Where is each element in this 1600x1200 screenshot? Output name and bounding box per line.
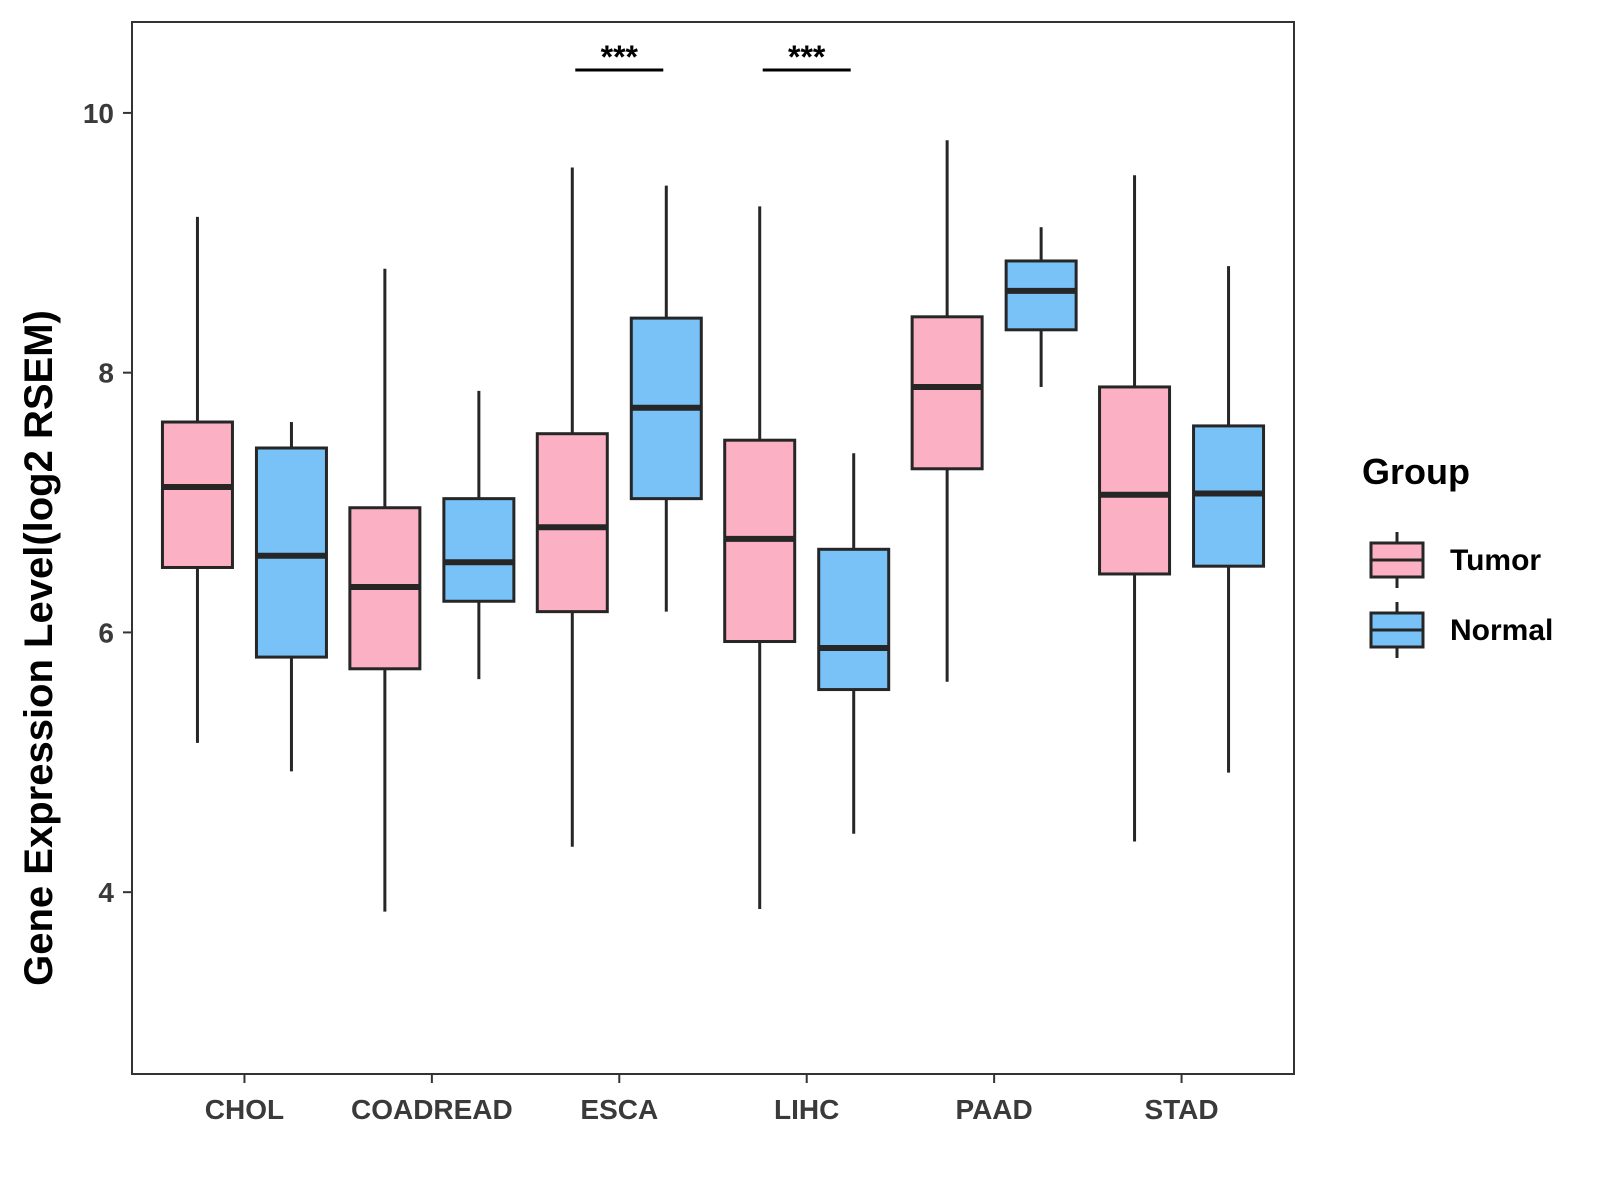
box-body xyxy=(254,446,328,659)
legend: Group Tumor Normal xyxy=(1362,451,1553,658)
box-body xyxy=(535,432,609,614)
legend-label-normal: Normal xyxy=(1450,614,1553,647)
y-tick-label: 8 xyxy=(98,358,114,389)
box-lihc-tumor xyxy=(723,206,797,910)
legend-key-normal xyxy=(1369,602,1425,658)
x-tick-label: LIHC xyxy=(774,1094,839,1125)
box-body xyxy=(442,497,516,603)
box-esca-normal xyxy=(629,185,703,612)
x-tick-label: STAD xyxy=(1144,1094,1218,1125)
significance-label-lihc: *** xyxy=(788,39,826,75)
box-body xyxy=(160,420,234,569)
box-stad-tumor xyxy=(1098,175,1172,842)
x-tick-label: ESCA xyxy=(580,1094,658,1125)
box-body xyxy=(817,547,891,692)
box-esca-tumor xyxy=(535,167,609,847)
box-body xyxy=(1004,259,1078,332)
x-tick-label: COADREAD xyxy=(351,1094,513,1125)
box-paad-normal xyxy=(1004,227,1078,387)
box-lihc-normal xyxy=(817,453,891,834)
box-paad-tumor xyxy=(910,140,984,682)
box-coadread-normal xyxy=(442,390,516,680)
box-body xyxy=(1098,385,1172,576)
y-tick-label: 6 xyxy=(98,617,114,648)
x-axis: CHOL COADREAD ESCA LIHC PAAD STAD xyxy=(205,1074,1219,1125)
x-tick-label: CHOL xyxy=(205,1094,284,1125)
significance-label-esca: *** xyxy=(601,39,639,75)
y-tick-label: 4 xyxy=(98,877,114,908)
box-coadread-tumor xyxy=(348,268,422,912)
box-chol-normal xyxy=(254,422,328,772)
box-body xyxy=(910,315,984,471)
y-tick-label: 10 xyxy=(83,98,114,129)
legend-title: Group xyxy=(1362,451,1470,492)
legend-label-tumor: Tumor xyxy=(1450,544,1541,577)
y-axis-title: Gene Expression Level(log2 RSEM) xyxy=(17,310,61,986)
significance-layer: *** *** xyxy=(575,39,851,75)
boxes-layer xyxy=(160,140,1266,912)
legend-key-tumor xyxy=(1369,532,1425,588)
x-tick-label: PAAD xyxy=(955,1094,1032,1125)
y-axis: 4 6 8 10 xyxy=(83,98,132,908)
box-chol-tumor xyxy=(160,216,234,743)
box-stad-normal xyxy=(1192,266,1266,773)
